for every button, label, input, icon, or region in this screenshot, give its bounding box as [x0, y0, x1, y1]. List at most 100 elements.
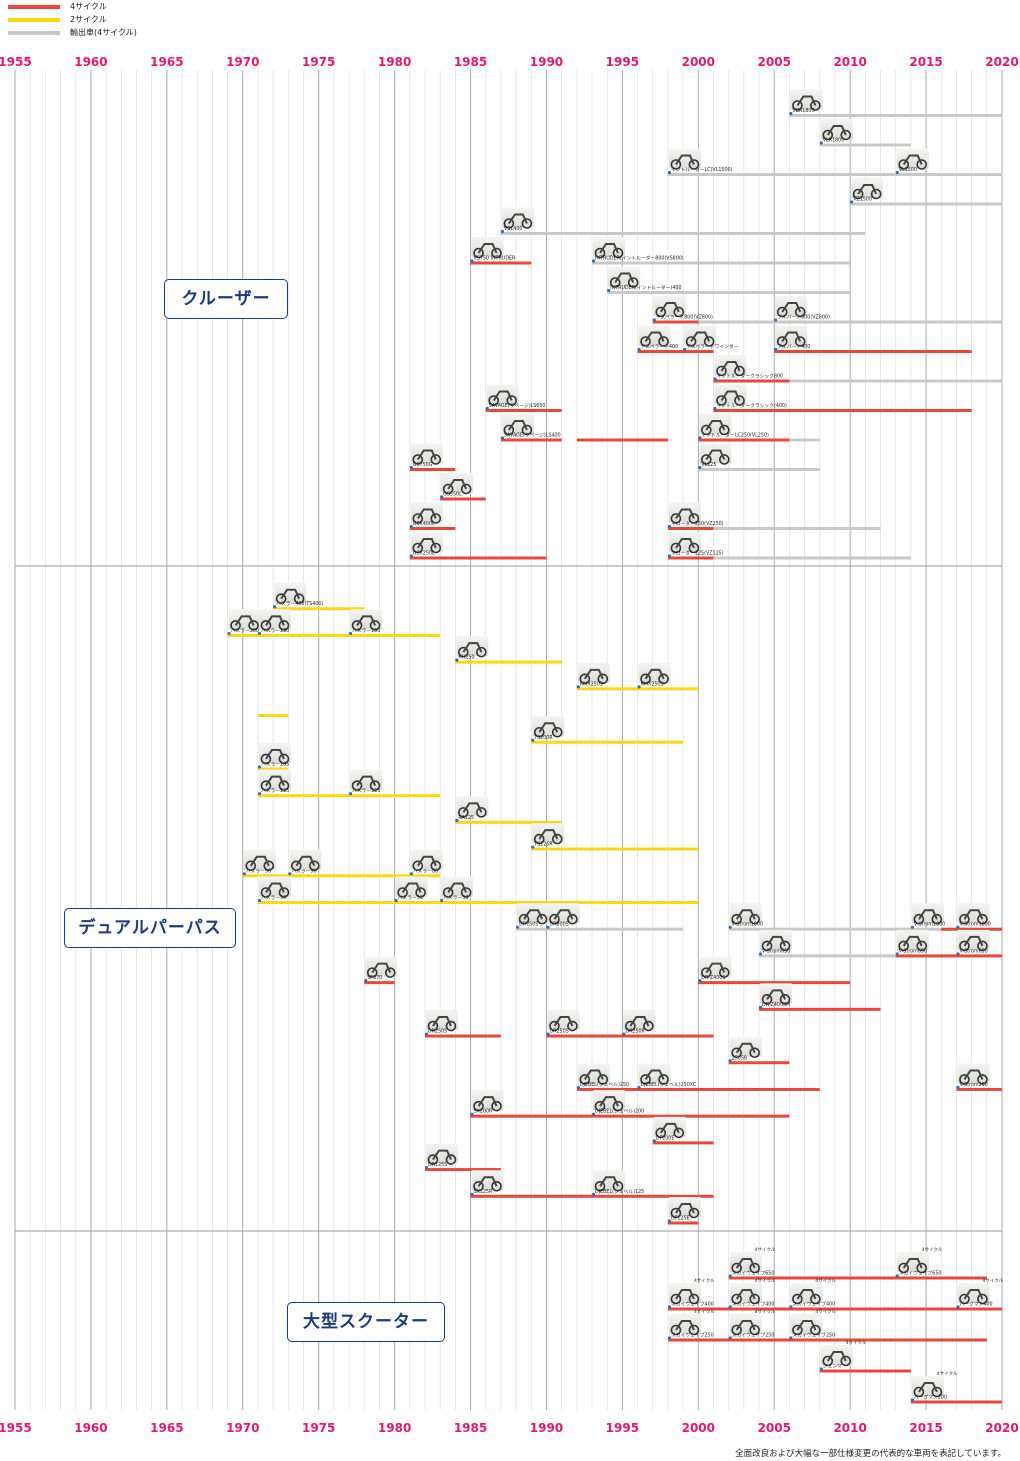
- model-label: VZ1500: [853, 197, 872, 203]
- model-photo-frame: [280, 588, 301, 600]
- model-marker: DJEBEL(ジェベル)125: [591, 1170, 644, 1196]
- year-axis-top-tick-label: 2015: [909, 55, 942, 69]
- model-start-dot: [728, 1059, 732, 1063]
- model-photo: [577, 1063, 610, 1084]
- bar-four-stroke: [424, 1034, 501, 1038]
- model-marker: スカイウェイブ650 4サイクル: [895, 1247, 943, 1278]
- model-label: TS200R: [533, 735, 553, 741]
- model-photo-wheel: [959, 940, 970, 952]
- model-photo: [289, 849, 322, 870]
- model-photo-wheel: [670, 1324, 682, 1336]
- model-start-dot: [470, 1112, 474, 1116]
- model-photo-wheel: [658, 1074, 669, 1085]
- model-marker: TS200R: [531, 716, 565, 742]
- model-marker: スカイウェイブ250 4サイクル: [789, 1309, 837, 1340]
- model-marker: スカイウェイブ650 4サイクル: [728, 1247, 776, 1278]
- model-photo: [790, 89, 823, 110]
- model-photo: [410, 532, 443, 552]
- model-label: デスペラード800(VZ800): [656, 314, 713, 321]
- model-start-dot: [713, 377, 717, 381]
- model-photo-wheel: [248, 620, 259, 631]
- bar-four-stroke: [470, 1194, 714, 1198]
- model-photo-frame: [401, 882, 422, 894]
- year-axis-bottom-tick-label: 1955: [0, 1421, 32, 1435]
- model-photo-wheel: [734, 365, 745, 377]
- model-photo-wheel: [384, 967, 396, 978]
- model-marker: ハスラー50: [440, 876, 474, 903]
- model-photo-wheel: [977, 1293, 988, 1305]
- model-label: VL1500: [899, 167, 917, 173]
- bar-four-stroke: [652, 1141, 714, 1145]
- model-photo-wheel: [840, 1355, 852, 1367]
- model-photo-wheel: [351, 780, 363, 791]
- model-photo: [501, 207, 534, 228]
- model-label: 250SB: [732, 1055, 748, 1061]
- model-label: スカイウェイブ650: [732, 1270, 775, 1277]
- model-photo-frame: [265, 615, 285, 626]
- model-label: イントルーダークラシック(400): [716, 402, 786, 409]
- model-start-dot: [455, 658, 459, 662]
- model-photo: [258, 609, 291, 630]
- model-photo-wheel: [731, 1047, 742, 1059]
- model-marker: V-Strom650: [895, 929, 929, 956]
- model-marker: DR800S: [546, 903, 580, 929]
- model-marker: V-Strom650: [956, 929, 990, 956]
- model-label: DR-Z400SM: [762, 1002, 790, 1008]
- model-marker: ハスラー250: [257, 609, 291, 636]
- model-photo: [760, 929, 793, 950]
- model-label: V-Strom250: [959, 1082, 987, 1088]
- model-photo-wheel: [931, 913, 943, 925]
- legend-swatch-four-stroke: [8, 5, 60, 9]
- legend-item-two-stroke: 2サイクル: [0, 15, 200, 25]
- legend-label-export: 輸出車(4サイクル): [70, 28, 137, 37]
- model-photo-wheel: [776, 336, 788, 347]
- model-photo-wheel: [460, 887, 472, 898]
- model-marker: イントルーダークラシック(400): [713, 384, 787, 411]
- bar-four-stroke: [941, 927, 1002, 931]
- model-marker: VLR1800: [819, 119, 853, 145]
- model-photo-wheel: [473, 1100, 484, 1112]
- model-photo-wheel: [916, 159, 928, 170]
- bar-export: [789, 438, 820, 442]
- model-photo-frame: [234, 615, 255, 626]
- model-photo: [851, 178, 884, 198]
- model-start-dot: [531, 845, 535, 849]
- model-label: VL125: [701, 462, 716, 468]
- model-photo-wheel: [430, 542, 442, 554]
- bar-export: [516, 927, 684, 931]
- model-photo: [729, 1252, 762, 1272]
- model-photo-wheel: [518, 913, 530, 925]
- model-photo: [471, 1170, 504, 1191]
- bar-export: [713, 527, 881, 530]
- model-photo: [668, 1283, 701, 1303]
- model-photo-wheel: [415, 887, 426, 898]
- model-start-dot: [667, 554, 672, 558]
- model-tag: 4サイクル: [755, 1247, 776, 1253]
- model-start-dot: [683, 347, 687, 352]
- model-photo-frame: [766, 989, 786, 1000]
- model-photo-frame: [675, 538, 695, 549]
- model-photo-wheel: [658, 336, 669, 347]
- model-photo: [820, 119, 853, 139]
- model-photo-wheel: [473, 247, 484, 259]
- year-axis-bottom-tick-label: 1960: [74, 1421, 107, 1435]
- model-photo-frame: [249, 855, 270, 867]
- model-photo: [729, 903, 762, 924]
- model-photo-wheel: [731, 1324, 742, 1336]
- year-axis-top-tick-label: 1955: [0, 55, 32, 69]
- model-photo: [517, 903, 550, 924]
- model-photo-wheel: [412, 454, 424, 465]
- bar-two-stroke: [455, 660, 562, 664]
- model-marker: ハスラー50: [257, 876, 291, 903]
- model-marker: バーグマン200 4サイクル: [910, 1371, 958, 1402]
- model-photo-frame: [553, 1016, 574, 1027]
- model-photo: [258, 742, 291, 763]
- model-start-dot: [819, 141, 823, 145]
- bar-two-stroke: [531, 740, 684, 744]
- bar-two-stroke: [257, 714, 289, 718]
- model-photo-wheel: [597, 1074, 609, 1085]
- bar-four-stroke: [652, 320, 699, 324]
- model-label: スカイウェイブ250: [671, 1332, 714, 1339]
- year-axis-top-tick-label: 2010: [833, 55, 866, 69]
- model-photo-frame: [477, 1176, 498, 1187]
